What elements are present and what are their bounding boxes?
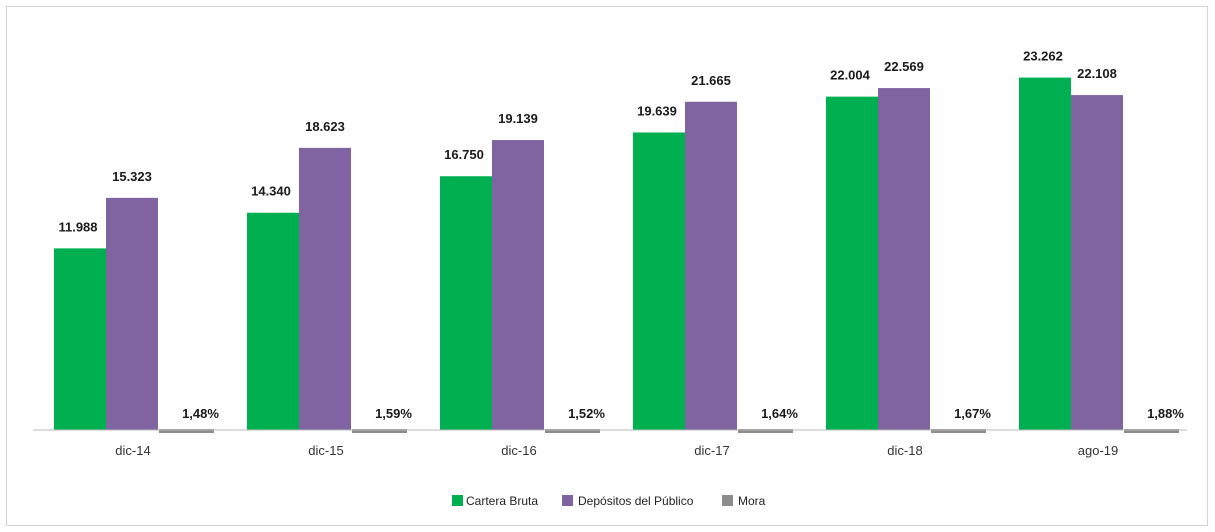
data-label-mora-ago-19: 1,88% bbox=[1147, 406, 1184, 421]
x-tick-label-dic-18: dic-18 bbox=[887, 443, 922, 458]
bar-cartera-bruta-dic-17 bbox=[633, 132, 685, 430]
x-axis: dic-14 dic-15 dic-16 dic-17 dic-18 ago-19 bbox=[33, 429, 1187, 458]
data-label-depositos-del-publico-dic-16: 19.139 bbox=[498, 111, 538, 126]
data-label-mora-dic-15: 1,59% bbox=[375, 406, 412, 421]
legend-swatch-cartera-bruta bbox=[452, 495, 463, 506]
bar-cartera-bruta-dic-14 bbox=[54, 248, 106, 430]
x-tick-label-dic-16: dic-16 bbox=[501, 443, 536, 458]
data-label-depositos-del-publico-dic-15: 18.623 bbox=[305, 119, 345, 134]
data-label-depositos-del-publico-dic-18: 22.569 bbox=[884, 59, 924, 74]
legend-swatch-mora bbox=[722, 495, 733, 506]
bar-depositos-del-publico-ago-19 bbox=[1071, 95, 1123, 431]
legend-label-cartera-bruta: Cartera Bruta bbox=[466, 494, 538, 508]
data-label-cartera-bruta-dic-18: 22.004 bbox=[830, 68, 871, 83]
data-label-cartera-bruta-dic-15: 14.340 bbox=[251, 184, 291, 199]
bar-cartera-bruta-dic-16 bbox=[440, 176, 492, 430]
x-tick-label-ago-19: ago-19 bbox=[1078, 443, 1118, 458]
bar-mora-dic-14 bbox=[159, 429, 214, 433]
data-label-mora-dic-14: 1,48% bbox=[182, 406, 219, 421]
data-label-depositos-del-publico-dic-17: 21.665 bbox=[691, 73, 731, 88]
chart-marks: 11.988 15.323 1,48% 14.340 18.623 1,59% 16.750… bbox=[54, 49, 1184, 433]
data-label-cartera-bruta-dic-14: 11.988 bbox=[58, 219, 97, 234]
data-label-depositos-del-publico-dic-14: 15.323 bbox=[112, 169, 152, 184]
bar-depositos-del-publico-dic-18 bbox=[878, 88, 930, 430]
legend-swatch-depositos-del-publico bbox=[562, 495, 573, 506]
bar-depositos-del-publico-dic-16 bbox=[492, 140, 544, 431]
bar-mora-dic-15 bbox=[352, 429, 407, 433]
bar-mora-ago-19 bbox=[1124, 429, 1179, 433]
data-label-cartera-bruta-dic-16: 16.750 bbox=[444, 147, 484, 162]
x-tick-label-dic-17: dic-17 bbox=[694, 443, 729, 458]
bar-cartera-bruta-ago-19 bbox=[1019, 77, 1071, 431]
legend: Cartera Bruta Depósitos del Público Mora bbox=[452, 494, 766, 508]
x-tick-label-dic-14: dic-14 bbox=[115, 443, 150, 458]
data-label-mora-dic-16: 1,52% bbox=[568, 406, 605, 421]
data-label-cartera-bruta-dic-17: 19.639 bbox=[637, 103, 677, 118]
bar-mora-dic-18 bbox=[931, 429, 986, 433]
bar-depositos-del-publico-dic-15 bbox=[299, 147, 351, 430]
bar-mora-dic-17 bbox=[738, 429, 793, 433]
bar-cartera-bruta-dic-18 bbox=[826, 96, 878, 430]
x-tick-label-dic-15: dic-15 bbox=[308, 443, 343, 458]
data-label-mora-dic-17: 1,64% bbox=[761, 406, 798, 421]
data-label-mora-dic-18: 1,67% bbox=[954, 406, 991, 421]
data-label-depositos-del-publico-ago-19: 22.108 bbox=[1077, 66, 1117, 81]
data-label-cartera-bruta-ago-19: 23.262 bbox=[1023, 49, 1063, 64]
bar-depositos-del-publico-dic-14 bbox=[106, 197, 158, 430]
bar-cartera-bruta-dic-15 bbox=[247, 212, 299, 430]
bar-mora-dic-16 bbox=[545, 429, 600, 433]
legend-label-mora: Mora bbox=[738, 494, 766, 508]
bar-chart: 11.988 15.323 1,48% 14.340 18.623 1,59% 16.750… bbox=[33, 49, 1187, 508]
legend-label-depositos-del-publico: Depósitos del Público bbox=[578, 494, 694, 508]
chart-frame: 11.988 15.323 1,48% 14.340 18.623 1,59% 16.750… bbox=[6, 6, 1208, 526]
bar-depositos-del-publico-dic-17 bbox=[685, 101, 737, 430]
